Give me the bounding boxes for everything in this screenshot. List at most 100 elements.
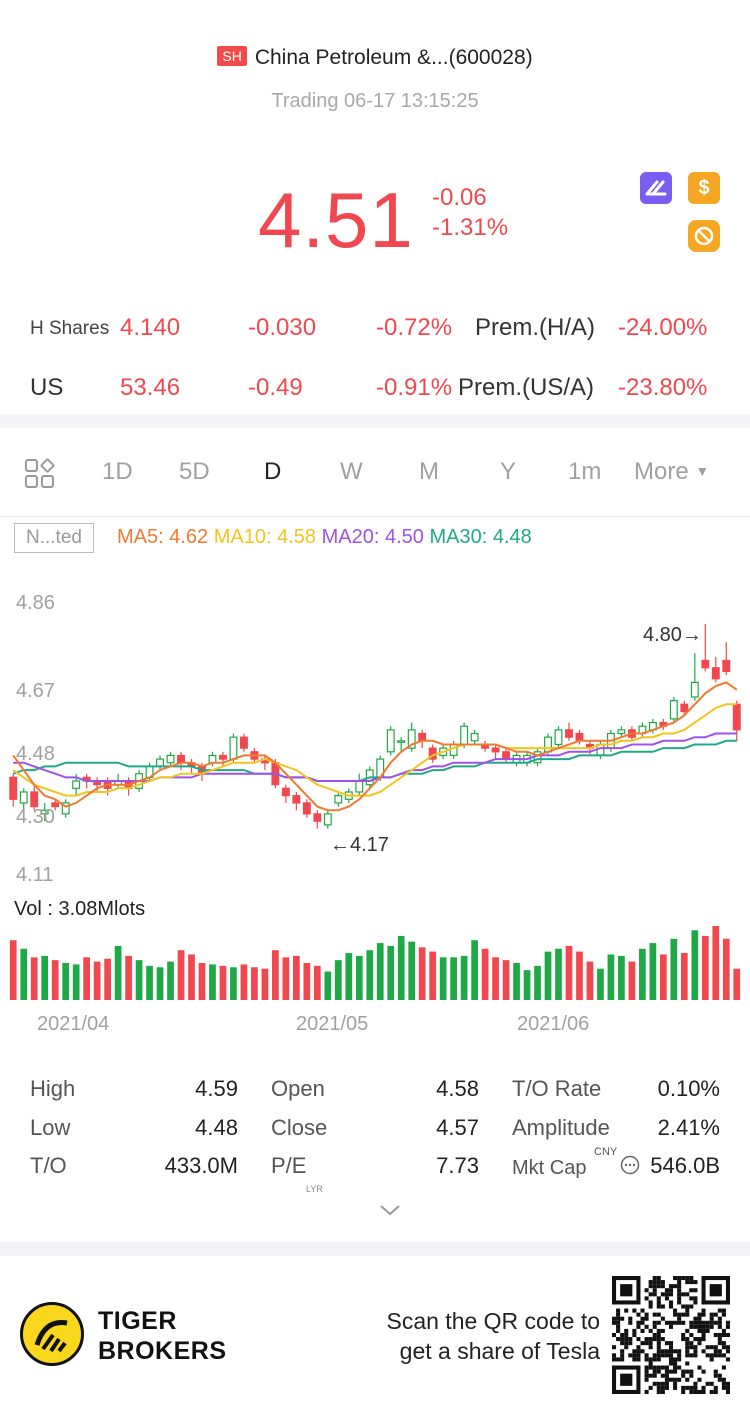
tab-daily[interactable]: D xyxy=(264,458,282,485)
qr-module xyxy=(725,1349,730,1354)
qr-module xyxy=(656,1345,661,1350)
tab-5d[interactable]: 5D xyxy=(179,458,210,485)
candle-body xyxy=(313,813,322,822)
qr-module xyxy=(713,1353,718,1358)
qr-module xyxy=(656,1296,661,1301)
qr-module xyxy=(656,1357,661,1362)
expand-chevron-icon[interactable] xyxy=(378,1202,402,1223)
volume-bar xyxy=(628,961,636,1000)
qr-module xyxy=(664,1353,669,1358)
zig-icon[interactable] xyxy=(640,172,672,204)
qr-module xyxy=(685,1385,690,1390)
no-sign-icon[interactable] xyxy=(688,220,720,252)
qr-module xyxy=(636,1337,641,1342)
adjust-mode-button[interactable]: N...ted xyxy=(14,523,94,553)
qr-module xyxy=(652,1337,657,1342)
qr-module xyxy=(636,1345,641,1350)
stock-title: SH China Petroleum &...(600028) xyxy=(0,46,750,70)
qr-module xyxy=(725,1385,730,1390)
qr-module xyxy=(616,1316,621,1321)
qr-module xyxy=(656,1280,661,1285)
volume-bar xyxy=(418,947,426,1000)
qr-module xyxy=(689,1332,694,1338)
qr-module xyxy=(612,1332,617,1338)
qr-module xyxy=(681,1385,686,1390)
candle-body xyxy=(407,729,416,749)
qr-module xyxy=(681,1369,686,1374)
grid-layout-icon[interactable] xyxy=(24,458,56,495)
us-pct: -0.91% xyxy=(376,374,453,401)
volume-label: Vol : 3.08Mlots xyxy=(14,898,146,920)
candle-body xyxy=(669,700,678,720)
qr-module xyxy=(648,1292,653,1297)
qr-module xyxy=(668,1304,674,1309)
qr-module xyxy=(713,1320,718,1325)
volume-bar xyxy=(701,935,709,1000)
volume-bar xyxy=(230,967,237,1000)
candle-body xyxy=(156,758,164,768)
volume-bar xyxy=(93,961,101,1000)
qr-module xyxy=(644,1373,649,1378)
tab-monthly[interactable]: M xyxy=(419,458,439,485)
qr-code-icon[interactable] xyxy=(612,1276,730,1394)
tab-more[interactable]: More ▼ xyxy=(634,458,709,486)
qr-module xyxy=(673,1361,678,1366)
qr-module xyxy=(701,1320,706,1325)
us-price[interactable]: 53.46 xyxy=(120,374,181,401)
more-info-icon[interactable] xyxy=(620,1155,640,1180)
volume-bar xyxy=(345,953,353,1000)
h-shares-price[interactable]: 4.140 xyxy=(120,314,181,341)
qr-module xyxy=(685,1349,690,1354)
qr-module xyxy=(697,1324,702,1329)
volume-bar xyxy=(240,964,248,1000)
candle-body xyxy=(51,802,60,808)
qr-module xyxy=(668,1357,674,1362)
us-prem-value: -23.80% xyxy=(618,374,708,401)
candle-body xyxy=(239,736,248,749)
qr-module xyxy=(632,1357,637,1362)
qr-module xyxy=(693,1320,698,1325)
qr-module xyxy=(709,1312,714,1317)
volume-bar xyxy=(680,953,688,1000)
tab-weekly[interactable]: W xyxy=(340,458,363,485)
qr-module xyxy=(624,1345,629,1350)
tab-1min[interactable]: 1m xyxy=(568,458,602,485)
qr-module xyxy=(640,1328,645,1333)
ma10-label: MA10: 4.58 xyxy=(213,526,317,548)
candlestick-chart[interactable] xyxy=(0,560,750,1000)
qr-module xyxy=(681,1292,686,1297)
volume-bar xyxy=(282,957,290,1000)
low-value: 4.48 xyxy=(195,1115,238,1140)
dollar-icon[interactable]: $ xyxy=(688,172,720,204)
qr-module xyxy=(717,1353,722,1358)
tab-1d[interactable]: 1D xyxy=(102,458,133,485)
volume-bar xyxy=(733,968,741,1000)
qr-module xyxy=(656,1381,661,1386)
volume-bar xyxy=(355,955,363,1000)
qr-module xyxy=(709,1353,714,1358)
qr-module xyxy=(668,1284,674,1289)
qr-module xyxy=(677,1284,682,1289)
qr-module xyxy=(644,1324,649,1329)
qr-module xyxy=(660,1316,665,1321)
volume-bar xyxy=(649,943,657,1000)
volume-bar xyxy=(198,963,206,1000)
volume-bar xyxy=(125,955,132,1000)
qr-module xyxy=(685,1280,690,1285)
volume-bar xyxy=(691,930,699,1000)
tab-yearly[interactable]: Y xyxy=(500,458,517,485)
turnover-value: 433.0M xyxy=(164,1153,238,1178)
volume-bar xyxy=(722,938,730,1000)
us-change: -0.49 xyxy=(248,374,303,401)
x-tick-label: 2021/04 xyxy=(37,1013,110,1035)
qr-module xyxy=(660,1365,665,1370)
qr-module xyxy=(660,1373,665,1378)
qr-module xyxy=(612,1316,617,1321)
qr-module xyxy=(717,1332,722,1338)
qr-module xyxy=(677,1288,682,1293)
qr-module xyxy=(668,1345,674,1350)
qr-module xyxy=(612,1357,617,1362)
qr-module xyxy=(681,1276,686,1281)
qr-module xyxy=(713,1349,718,1354)
qr-module xyxy=(660,1349,665,1354)
